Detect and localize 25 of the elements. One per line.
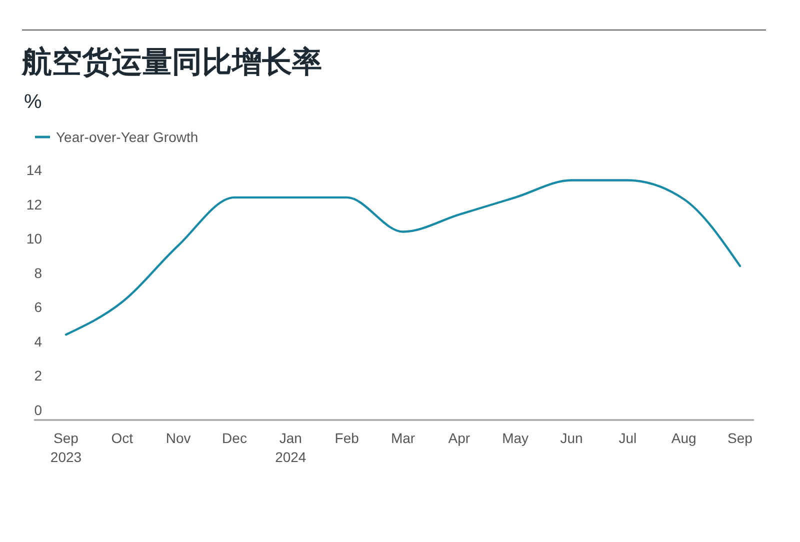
y-tick-label: 12 <box>26 196 42 212</box>
x-tick-label: Mar <box>390 430 416 446</box>
y-axis-title: % <box>24 91 42 113</box>
y-tick-label: 10 <box>26 230 42 247</box>
x-tick-label: Feb <box>334 430 360 446</box>
line-series <box>64 179 742 336</box>
x-tick-label: Aug <box>671 430 696 446</box>
x-tick-label: Oct <box>111 430 134 446</box>
x-tick-label: Apr <box>448 430 470 446</box>
y-tick-label: 2 <box>34 368 42 384</box>
y-tick-label: 0 <box>34 402 42 418</box>
x-tick-label: May <box>502 430 529 446</box>
legend-label: Year-over-Year Growth <box>56 129 198 145</box>
x-tick-label: Nov <box>166 430 191 446</box>
y-tick-label: 8 <box>34 264 42 281</box>
x-tick-label: Sep 2023 <box>50 430 82 465</box>
y-tick-label: 4 <box>34 333 42 350</box>
y-tick-label: 14 <box>26 162 42 178</box>
x-tick-label: Dec <box>222 430 247 446</box>
chart-title: 航空货运量同比增长率 <box>21 45 322 79</box>
x-tick-label: Jul <box>618 430 637 446</box>
y-tick-label: 6 <box>34 299 42 316</box>
x-tick-label: Jun <box>560 430 583 446</box>
x-tick-label: Jan 2024 <box>275 430 306 465</box>
x-tick-label: Sep <box>728 430 753 446</box>
